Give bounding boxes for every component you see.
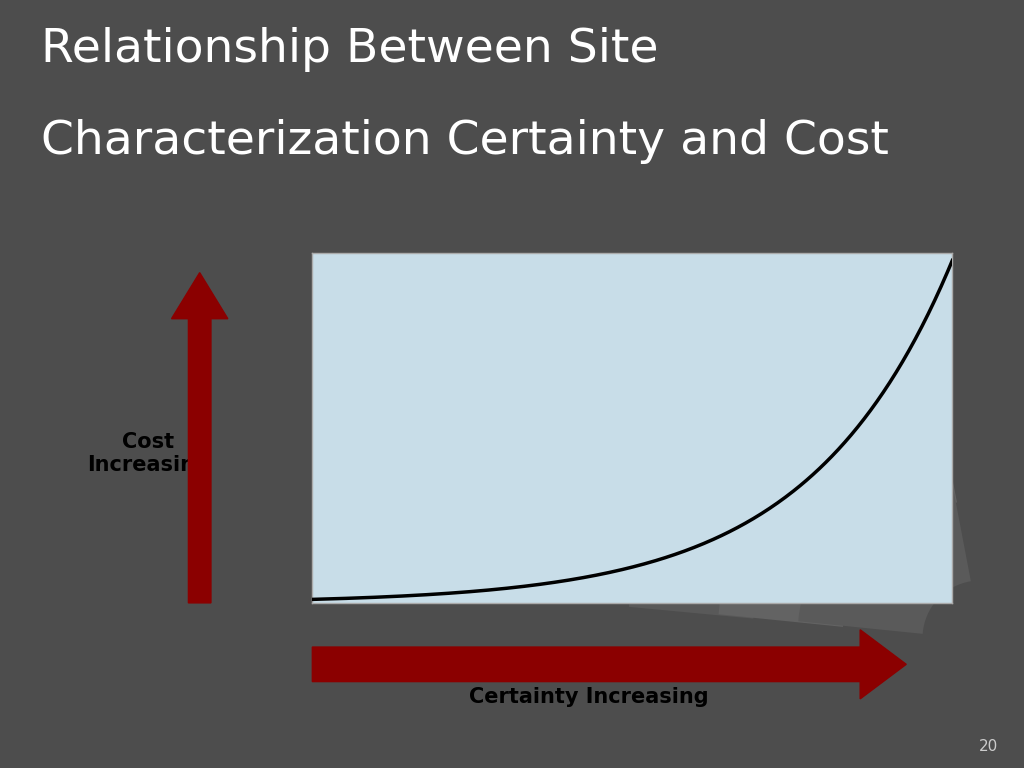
Text: Characterization Certainty and Cost: Characterization Certainty and Cost	[41, 119, 889, 164]
Text: 20: 20	[979, 739, 998, 754]
FancyArrow shape	[172, 273, 227, 603]
Text: Relationship Between Site: Relationship Between Site	[41, 27, 658, 72]
FancyArrow shape	[312, 630, 906, 699]
Text: Cost
Increasing: Cost Increasing	[87, 432, 210, 475]
Text: Certainty Increasing: Certainty Increasing	[469, 687, 709, 707]
